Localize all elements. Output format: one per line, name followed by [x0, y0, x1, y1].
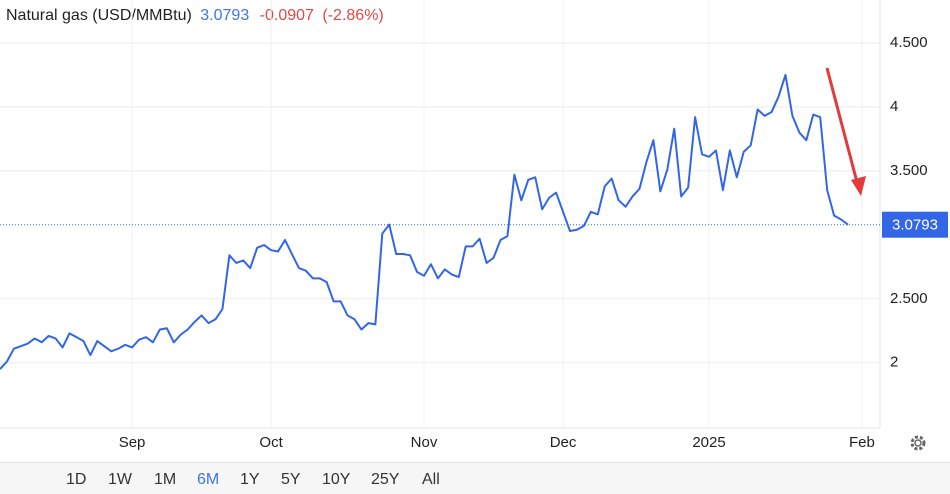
range-button[interactable]: 1M [154, 471, 177, 488]
x-tick-label: Oct [259, 434, 283, 451]
settings-icon[interactable] [910, 435, 926, 451]
y-tick-label: 4.500 [890, 34, 928, 51]
x-tick-label: Nov [411, 434, 438, 451]
grid [0, 0, 880, 428]
arrow-head [851, 176, 866, 196]
last-price-tag [882, 211, 948, 238]
y-tick-label: 4 [890, 98, 898, 115]
arrow [825, 67, 860, 187]
y-tick-label: 3.500 [890, 162, 928, 179]
price-line [0, 73, 849, 370]
y-tick-label: 2 [890, 354, 898, 371]
x-tick-label: Feb [849, 434, 875, 451]
range-button[interactable]: 10Y [322, 471, 351, 488]
chart: Natural gas (USD/MMBtu) 3.0793 -0.0907 (… [0, 0, 948, 451]
x-tick-label: Sep [119, 434, 146, 451]
price-change-pct: (-2.86%) [322, 7, 383, 24]
range-button[interactable]: All [422, 471, 440, 488]
plot [0, 73, 880, 370]
price-change: -0.0907 [260, 7, 314, 24]
range-button[interactable]: 1W [108, 471, 132, 488]
y-tick-label: 2.500 [890, 290, 928, 307]
x-tick-label: 2025 [692, 434, 725, 451]
chart-title: Natural gas (USD/MMBtu) [6, 7, 192, 24]
range-button[interactable]: 25Y [371, 471, 400, 488]
chart-header: Natural gas (USD/MMBtu) 3.0793 -0.0907 (… [6, 7, 384, 24]
range-button[interactable]: 1D [66, 471, 87, 488]
range-button[interactable]: 5Y [281, 471, 301, 488]
range-selector: 1D 1W 1M 6M 1Y 5Y 10Y 25Y All [0, 462, 950, 494]
x-tick-label: Dec [550, 434, 577, 451]
last-price-tag-label: 3.0793 [892, 217, 938, 234]
range-button[interactable]: 6M [197, 471, 220, 488]
last-price: 3.0793 [200, 7, 249, 24]
range-button[interactable]: 1Y [240, 471, 260, 488]
